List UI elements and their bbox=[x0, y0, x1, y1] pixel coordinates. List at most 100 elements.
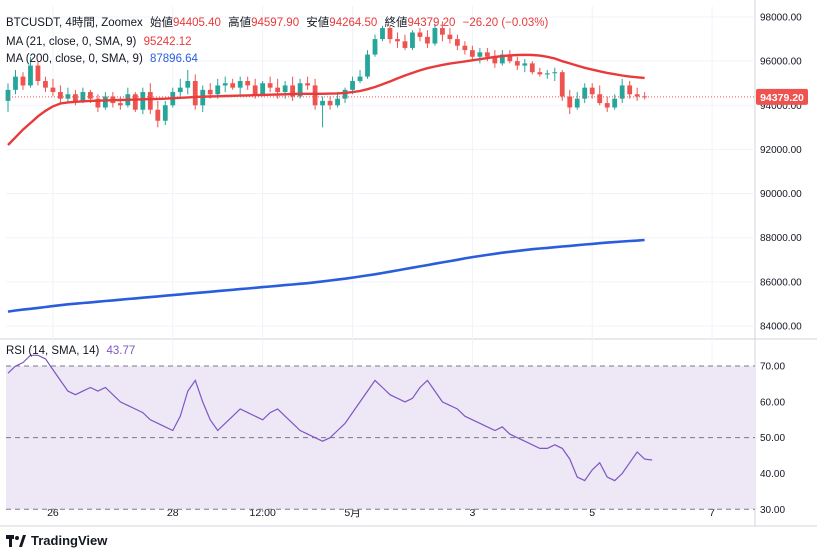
candle-body bbox=[327, 100, 333, 106]
candle-body bbox=[469, 50, 475, 57]
candle-body bbox=[350, 81, 355, 90]
candle-body bbox=[634, 94, 640, 97]
rsi-legend[interactable]: RSI (14, SMA, 14) 43.77 bbox=[6, 344, 139, 358]
candle-body bbox=[537, 72, 543, 75]
candle-body bbox=[522, 63, 528, 66]
candle-body bbox=[365, 54, 370, 77]
candle-body bbox=[567, 96, 573, 108]
rsi-value: 43.77 bbox=[106, 345, 136, 357]
candle-body bbox=[65, 94, 71, 99]
candle-body bbox=[282, 85, 288, 93]
candle-body bbox=[529, 63, 535, 73]
y-tick-label: 86000.00 bbox=[760, 277, 802, 288]
candle-body bbox=[215, 85, 221, 95]
rsi-tick-label: 30.00 bbox=[760, 505, 785, 516]
candle-body bbox=[20, 76, 26, 86]
candle-body bbox=[312, 85, 318, 106]
candle-body bbox=[320, 100, 325, 106]
close-label: 終値 bbox=[384, 17, 408, 29]
candle-body bbox=[140, 92, 146, 110]
candle-body bbox=[102, 96, 108, 108]
candle-body bbox=[162, 105, 168, 121]
candle-body bbox=[627, 85, 633, 95]
candle-body bbox=[357, 76, 363, 82]
rsi-tick-label: 40.00 bbox=[760, 469, 785, 480]
ma200-legend[interactable]: MA (200, close, 0, SMA, 9) 87896.64 bbox=[6, 52, 202, 66]
last-price-badge bbox=[756, 88, 808, 105]
candle-body bbox=[267, 83, 273, 88]
candle-body bbox=[342, 89, 348, 99]
candle-body bbox=[177, 87, 183, 93]
candle-body bbox=[514, 61, 520, 66]
candle-body bbox=[499, 54, 505, 64]
y-tick-label: 88000.00 bbox=[760, 233, 802, 244]
y-tick-label: 98000.00 bbox=[760, 13, 802, 24]
candle-body bbox=[447, 34, 453, 40]
change-value: −26.20 (−0.03%) bbox=[462, 17, 549, 29]
candle-body bbox=[642, 96, 648, 98]
candle-body bbox=[574, 98, 580, 108]
candle-body bbox=[492, 56, 498, 64]
candle-body bbox=[80, 92, 86, 101]
x-tick-label: 7 bbox=[709, 507, 715, 519]
symbol-label: BTCUSDT, 4時間, Zoomex bbox=[6, 17, 143, 29]
y-tick-label: 84000.00 bbox=[760, 321, 802, 332]
rsi-tick-label: 70.00 bbox=[760, 362, 785, 373]
low-label: 安値 bbox=[306, 17, 330, 29]
high-value: 94597.90 bbox=[251, 17, 300, 29]
candle-body bbox=[589, 87, 595, 95]
candle-body bbox=[260, 83, 266, 95]
x-tick-label: 3 bbox=[469, 507, 475, 519]
candle-body bbox=[50, 87, 56, 93]
candle-body bbox=[417, 32, 423, 37]
candle-body bbox=[245, 81, 251, 86]
candle-body bbox=[222, 83, 228, 86]
candle-body bbox=[619, 85, 625, 99]
candle-body bbox=[440, 28, 445, 35]
candle-body bbox=[28, 65, 33, 86]
y-tick-label: 92000.00 bbox=[760, 145, 802, 156]
tradingview-logo-icon bbox=[6, 534, 26, 547]
candle-body bbox=[207, 89, 213, 95]
candle-body bbox=[507, 54, 513, 62]
candle-body bbox=[13, 76, 18, 90]
ma200-line bbox=[7, 238, 645, 313]
ma21-legend[interactable]: MA (21, close, 0, SMA, 9) 95242.12 bbox=[6, 35, 196, 49]
candle-body bbox=[410, 32, 415, 48]
y-tick-label: 94000.00 bbox=[760, 101, 802, 112]
candle-body bbox=[87, 92, 93, 99]
candle-body bbox=[230, 83, 236, 88]
candle-body bbox=[132, 94, 138, 110]
candle-group bbox=[5, 21, 648, 128]
candle-body bbox=[462, 45, 468, 51]
candle-body bbox=[95, 98, 101, 108]
candle-body bbox=[297, 83, 303, 97]
candle-body bbox=[544, 73, 550, 75]
tradingview-logo[interactable]: TradingView bbox=[6, 533, 107, 548]
x-tick-label: 5 bbox=[589, 507, 595, 519]
rsi-line bbox=[7, 354, 653, 482]
y-tick-label: 90000.00 bbox=[760, 189, 802, 200]
candle-body bbox=[402, 41, 408, 48]
ma200-label: MA (200, close, 0, SMA, 9) bbox=[6, 53, 143, 65]
close-value: 94379.20 bbox=[407, 17, 456, 29]
candle-body bbox=[552, 72, 558, 74]
candle-body bbox=[192, 81, 198, 106]
candle-body bbox=[380, 28, 385, 40]
low-value: 94264.50 bbox=[329, 17, 378, 29]
ohlc-legend: BTCUSDT, 4時間, Zoomex 始値94405.40 高値94597.… bbox=[6, 16, 552, 30]
candle-body bbox=[455, 39, 460, 46]
ma21-line bbox=[7, 53, 645, 146]
ma21-label: MA (21, close, 0, SMA, 9) bbox=[6, 36, 137, 48]
candle-body bbox=[387, 28, 393, 40]
x-tick-label: 26 bbox=[47, 507, 59, 519]
candle-body bbox=[582, 87, 588, 99]
last-price-badge-label: 94379.20 bbox=[760, 92, 804, 104]
brand-name: TradingView bbox=[31, 533, 108, 548]
x-tick-label: 28 bbox=[167, 507, 179, 519]
candle-body bbox=[597, 94, 603, 104]
candle-body bbox=[58, 92, 63, 99]
candle-body bbox=[335, 98, 340, 106]
candle-body bbox=[275, 87, 281, 93]
